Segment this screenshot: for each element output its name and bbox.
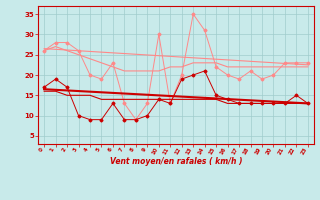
X-axis label: Vent moyen/en rafales ( km/h ): Vent moyen/en rafales ( km/h ) [110, 157, 242, 166]
